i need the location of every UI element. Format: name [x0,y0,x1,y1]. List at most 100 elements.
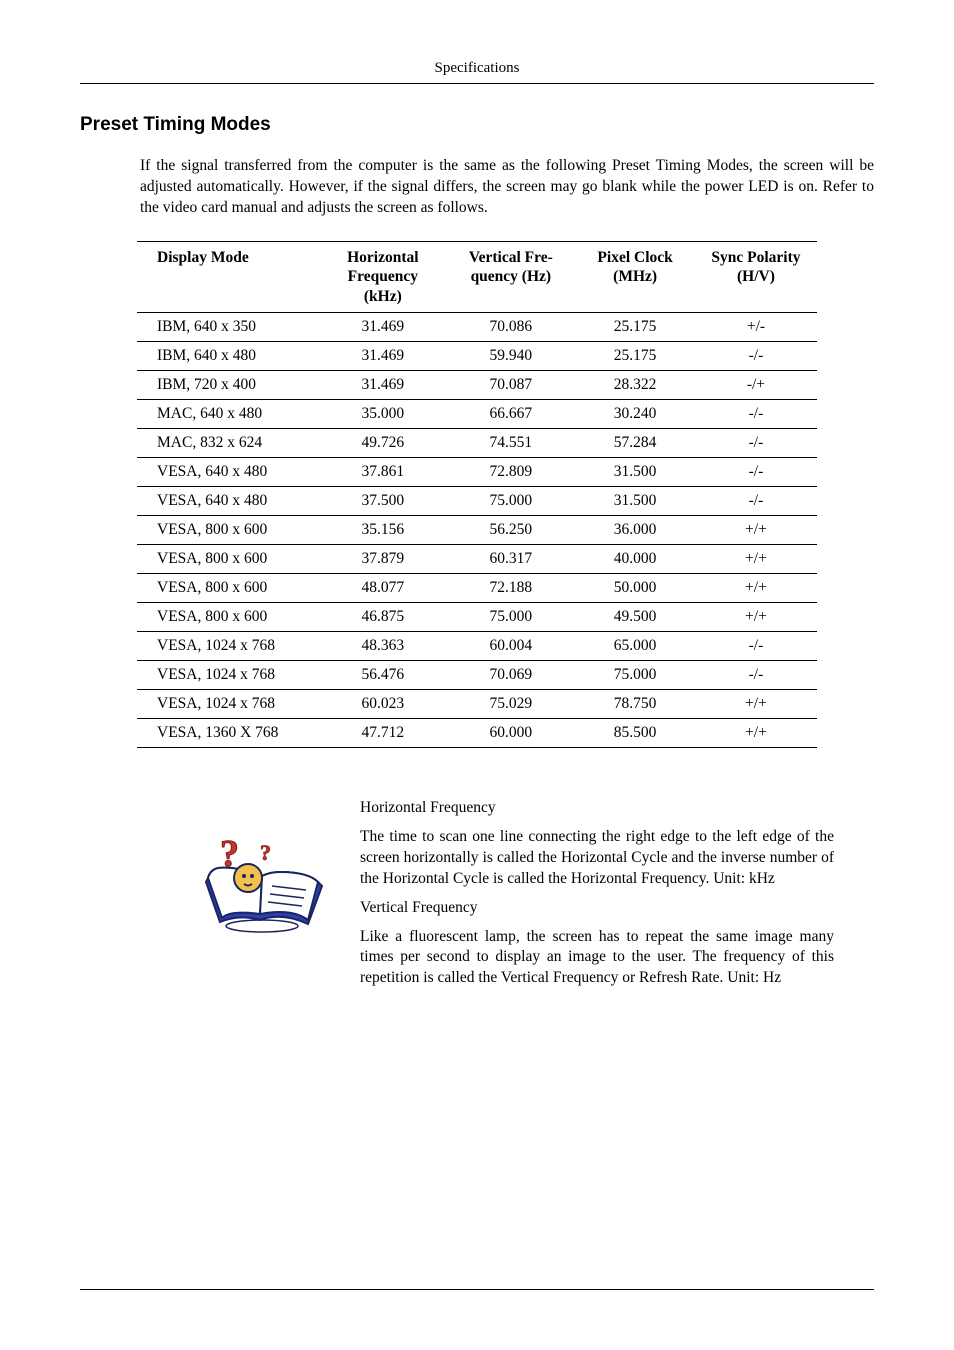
table-cell: 56.476 [319,660,446,689]
vfreq-title: Vertical Frequency [360,898,834,919]
table-cell: 65.000 [575,631,695,660]
table-cell: VESA, 1024 x 768 [137,631,319,660]
table-cell: -/- [695,457,817,486]
table-row: VESA, 640 x 48037.86172.80931.500-/- [137,457,817,486]
table-header-row: Display Mode HorizontalFrequency(kHz) Ve… [137,241,817,312]
eye [250,874,254,878]
footer-rule [80,1289,874,1290]
table-row: VESA, 800 x 60035.15656.25036.000+/+ [137,515,817,544]
table-cell: 59.940 [446,341,575,370]
table-cell: +/+ [695,718,817,747]
question-mark-icon: ? [220,833,239,875]
table-cell: 66.667 [446,399,575,428]
table-cell: -/+ [695,370,817,399]
table-cell: 31.469 [319,312,446,341]
table-cell: 60.000 [446,718,575,747]
col-sync: Sync Polarity(H/V) [695,241,817,312]
table-cell: 75.000 [446,486,575,515]
table-row: VESA, 1024 x 76860.02375.02978.750+/+ [137,689,817,718]
intro-paragraph: If the signal transferred from the compu… [140,156,874,219]
table-row: VESA, 1024 x 76848.36360.00465.000-/- [137,631,817,660]
table-cell: 47.712 [319,718,446,747]
table-cell: 35.156 [319,515,446,544]
book-shadow [226,920,298,932]
col-hfreq: HorizontalFrequency(kHz) [319,241,446,312]
table-cell: -/- [695,399,817,428]
table-cell: 25.175 [575,341,695,370]
table-cell: 37.879 [319,544,446,573]
running-head: Specifications [80,60,874,84]
table-cell: 31.500 [575,486,695,515]
table-row: VESA, 640 x 48037.50075.00031.500-/- [137,486,817,515]
table-cell: IBM, 720 x 400 [137,370,319,399]
table-cell: 49.726 [319,428,446,457]
table-cell: -/- [695,660,817,689]
table-cell: MAC, 640 x 480 [137,399,319,428]
table-cell: 70.087 [446,370,575,399]
table-cell: -/- [695,428,817,457]
table-cell: 28.322 [575,370,695,399]
section-title: Preset Timing Modes [80,114,874,136]
table-cell: 35.000 [319,399,446,428]
table-cell: +/+ [695,515,817,544]
table-cell: 75.000 [446,602,575,631]
table-cell: 72.809 [446,457,575,486]
table-row: VESA, 800 x 60048.07772.18850.000+/+ [137,573,817,602]
table-cell: VESA, 800 x 600 [137,544,319,573]
table-cell: 31.500 [575,457,695,486]
table-cell: +/+ [695,573,817,602]
vfreq-body: Like a fluorescent lamp, the screen has … [360,927,834,990]
table-cell: VESA, 640 x 480 [137,486,319,515]
table-cell: MAC, 832 x 624 [137,428,319,457]
table-cell: 30.240 [575,399,695,428]
table-row: VESA, 1360 X 76847.71260.00085.500+/+ [137,718,817,747]
table-cell: 31.469 [319,341,446,370]
table-cell: IBM, 640 x 350 [137,312,319,341]
table-cell: VESA, 1360 X 768 [137,718,319,747]
table-row: VESA, 800 x 60037.87960.31740.000+/+ [137,544,817,573]
table-row: IBM, 640 x 48031.46959.94025.175-/- [137,341,817,370]
table-row: MAC, 832 x 62449.72674.55157.284-/- [137,428,817,457]
table-cell: 60.317 [446,544,575,573]
table-row: MAC, 640 x 48035.00066.66730.240-/- [137,399,817,428]
table-cell: 37.861 [319,457,446,486]
table-cell: +/+ [695,602,817,631]
col-display-mode: Display Mode [137,241,319,312]
table-cell: 60.023 [319,689,446,718]
timing-table: Display Mode HorizontalFrequency(kHz) Ve… [137,241,817,748]
table-cell: -/- [695,486,817,515]
table-cell: -/- [695,631,817,660]
table-cell: VESA, 1024 x 768 [137,660,319,689]
table-cell: 49.500 [575,602,695,631]
col-pixel-clock: Pixel Clock(MHz) [575,241,695,312]
table-cell: 70.069 [446,660,575,689]
table-row: VESA, 800 x 60046.87575.00049.500+/+ [137,602,817,631]
table-cell: IBM, 640 x 480 [137,341,319,370]
table-cell: 48.077 [319,573,446,602]
table-row: IBM, 640 x 35031.46970.08625.175+/- [137,312,817,341]
table-cell: VESA, 800 x 600 [137,515,319,544]
table-cell: VESA, 1024 x 768 [137,689,319,718]
table-cell: 50.000 [575,573,695,602]
help-book-icon: ? ? [200,798,360,943]
table-cell: 48.363 [319,631,446,660]
table-cell: 25.175 [575,312,695,341]
table-cell: VESA, 800 x 600 [137,602,319,631]
question-mark-small-icon: ? [260,840,271,865]
table-head: Display Mode HorizontalFrequency(kHz) Ve… [137,241,817,312]
table-cell: +/+ [695,544,817,573]
table-body: IBM, 640 x 35031.46970.08625.175+/-IBM, … [137,312,817,747]
table-cell: 60.004 [446,631,575,660]
hfreq-title: Horizontal Frequency [360,798,834,819]
table-cell: 46.875 [319,602,446,631]
table-cell: 75.000 [575,660,695,689]
page: Specifications Preset Timing Modes If th… [0,0,954,1350]
table-row: VESA, 1024 x 76856.47670.06975.000-/- [137,660,817,689]
table-row: IBM, 720 x 40031.46970.08728.322-/+ [137,370,817,399]
table-cell: 85.500 [575,718,695,747]
table-cell: 56.250 [446,515,575,544]
table-cell: 72.188 [446,573,575,602]
col-vfreq: Vertical Fre-quency (Hz) [446,241,575,312]
table-cell: 37.500 [319,486,446,515]
hfreq-body: The time to scan one line connecting the… [360,827,834,890]
